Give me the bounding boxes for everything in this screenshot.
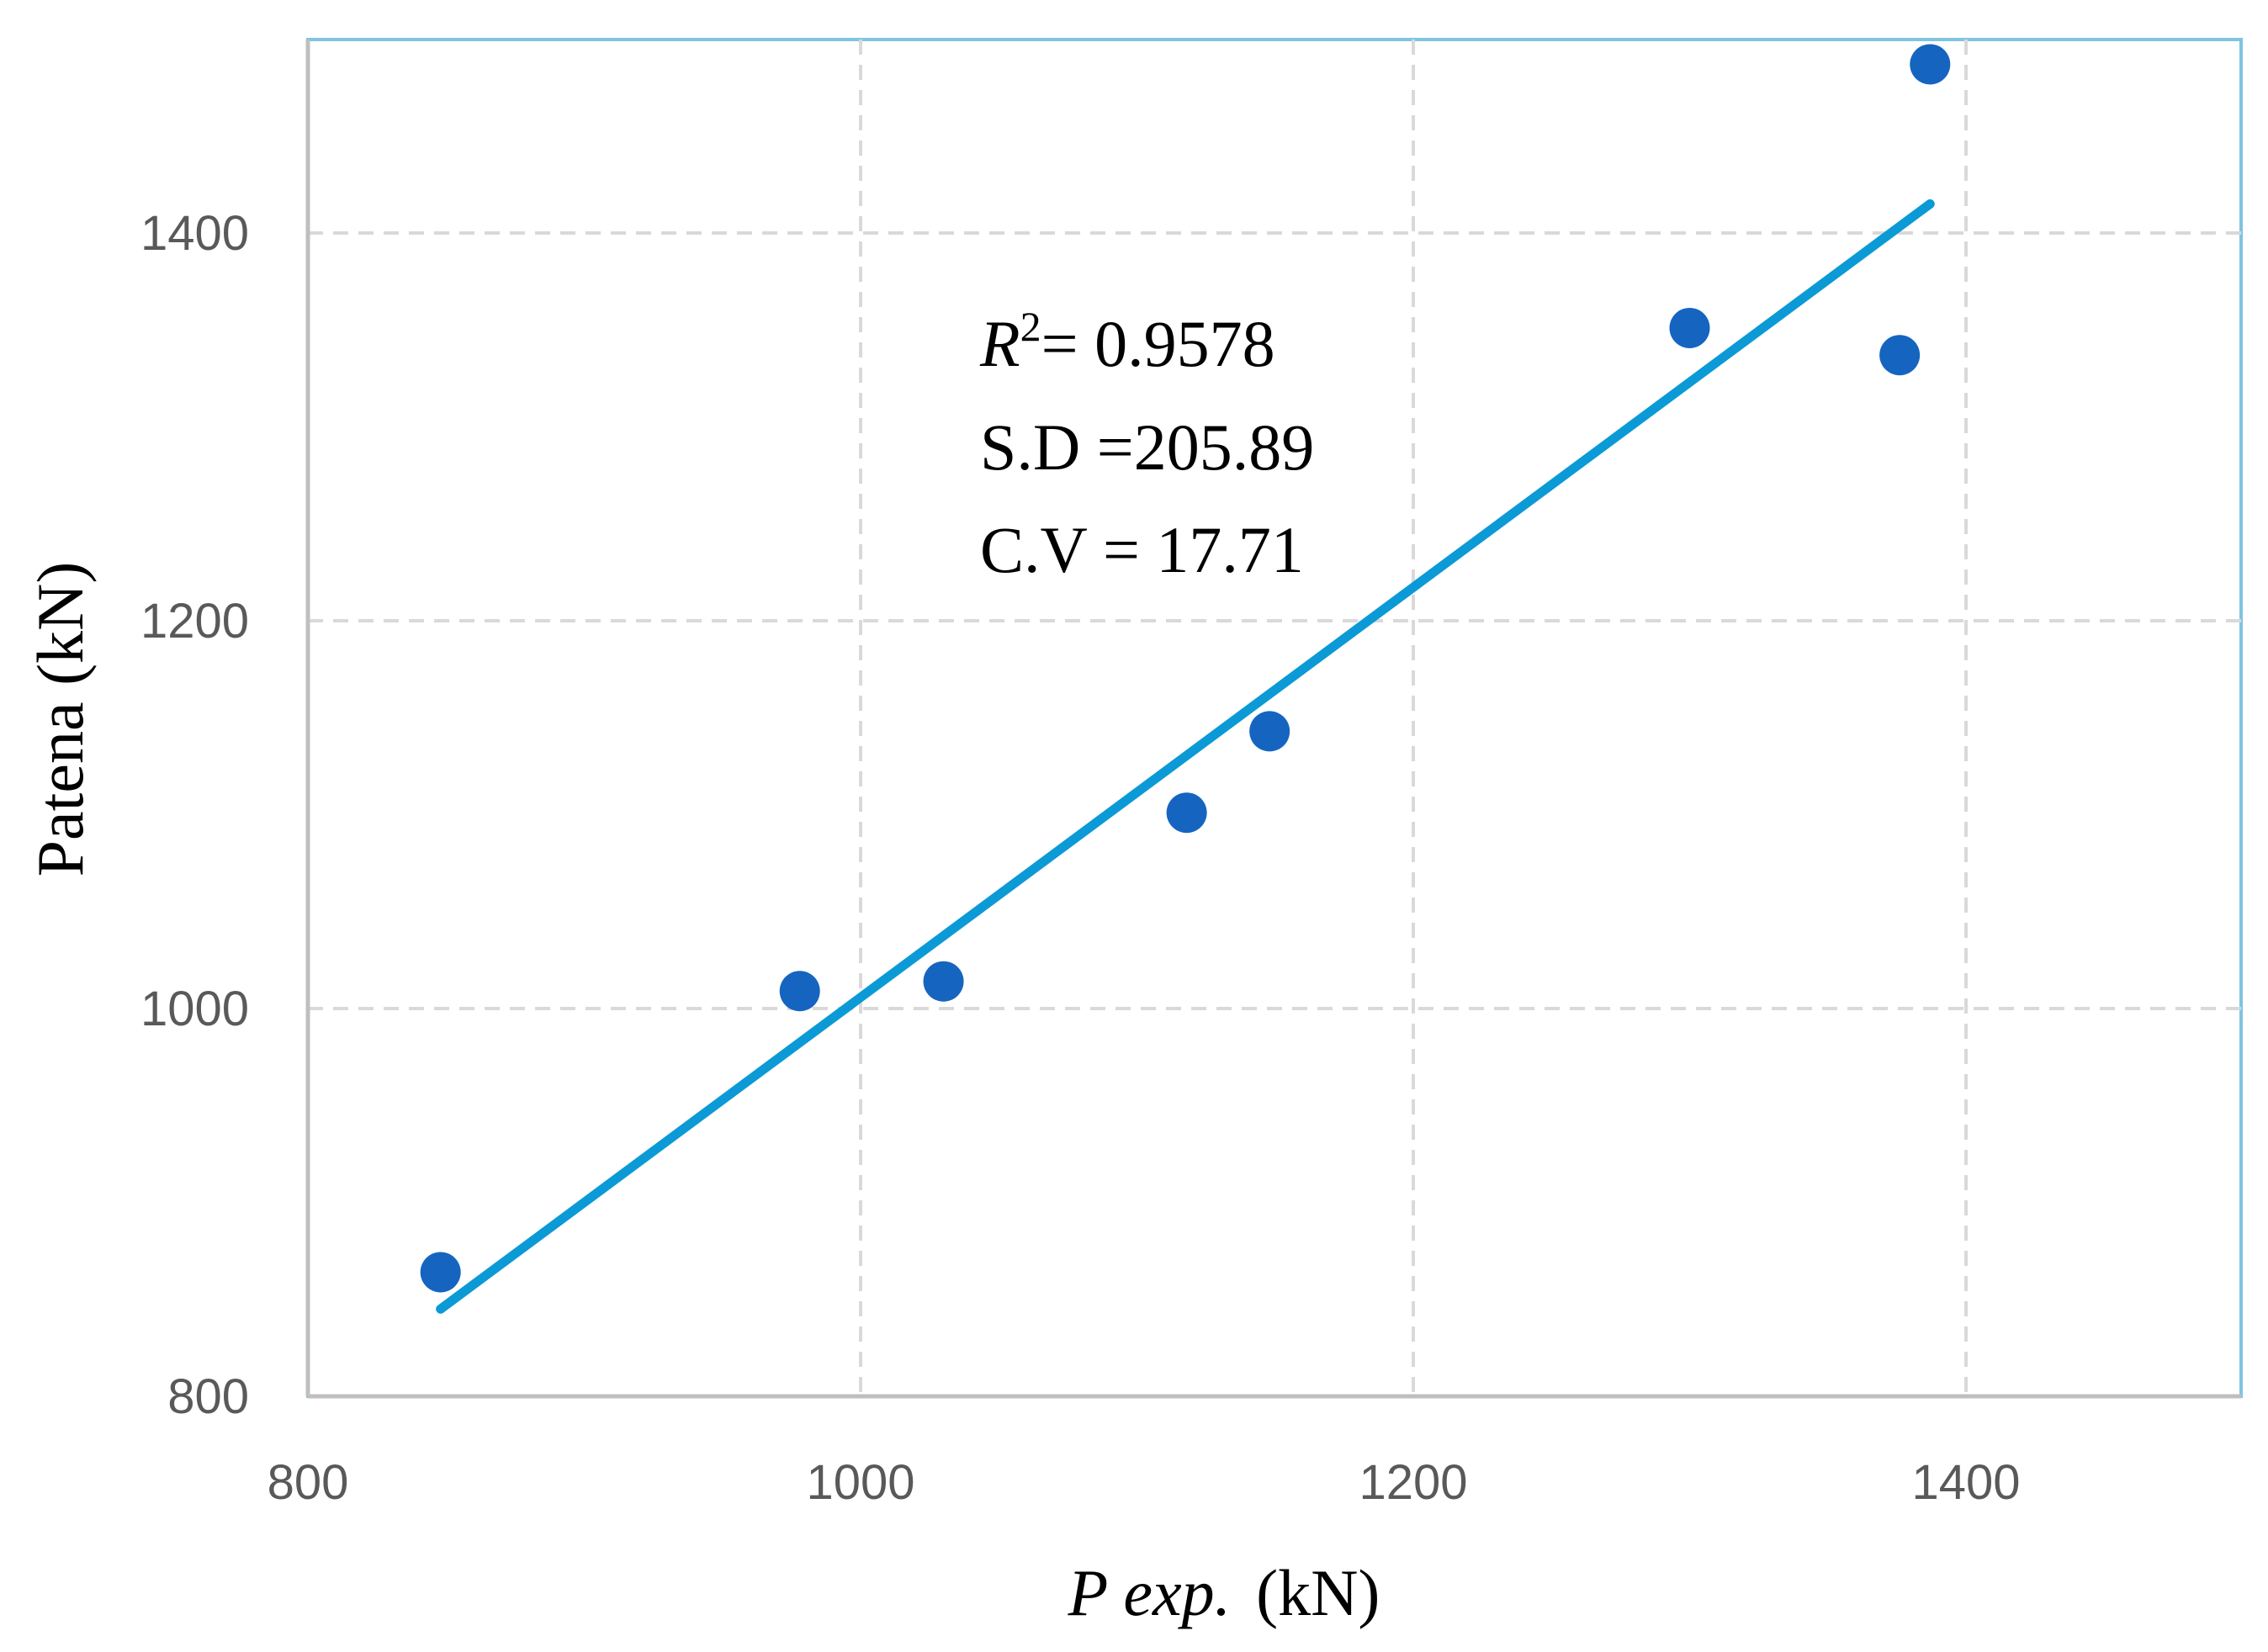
x-tick-label: 800: [268, 1455, 349, 1510]
y-tick-label: 800: [167, 1369, 249, 1424]
y-tick-labels: 800 1000 1200 1400: [140, 206, 249, 1424]
y-tick-label: 1000: [140, 982, 249, 1036]
y-tick-label: 1200: [140, 594, 249, 649]
data-point: [1910, 44, 1951, 85]
sd-annotation: S.D =205.89: [980, 410, 1314, 484]
data-point: [779, 971, 820, 1012]
y-tick-label: 1400: [140, 206, 249, 261]
data-point: [923, 961, 964, 1002]
data-point: [1669, 307, 1710, 348]
data-point: [1166, 792, 1207, 834]
data-point: [1879, 335, 1921, 376]
r2-annotation: R2= 0.9578: [979, 303, 1275, 380]
grid-lines: [308, 40, 2241, 1396]
data-point: [1249, 711, 1290, 752]
data-points: [420, 44, 1951, 1293]
data-point: [420, 1252, 461, 1293]
x-tick-label: 1000: [806, 1455, 914, 1510]
r2-exponent: 2: [1020, 303, 1041, 350]
r2-symbol: R: [979, 307, 1020, 380]
x-tick-label: 1400: [1911, 1455, 2020, 1510]
x-tick-label: 1200: [1359, 1455, 1467, 1510]
x-tick-labels: 800 1000 1200 1400: [268, 1455, 2021, 1510]
x-axis-title-symbol: P exp.: [1068, 1556, 1231, 1629]
x-axis-title-unit: (kN): [1256, 1556, 1380, 1629]
y-axis-title: Patena (kN): [24, 562, 97, 877]
x-axis-title: P exp. (kN): [1068, 1556, 1380, 1629]
r2-value: = 0.9578: [1041, 307, 1275, 380]
trendline: [436, 199, 1935, 1314]
cv-annotation: C.V = 17.71: [980, 513, 1304, 586]
